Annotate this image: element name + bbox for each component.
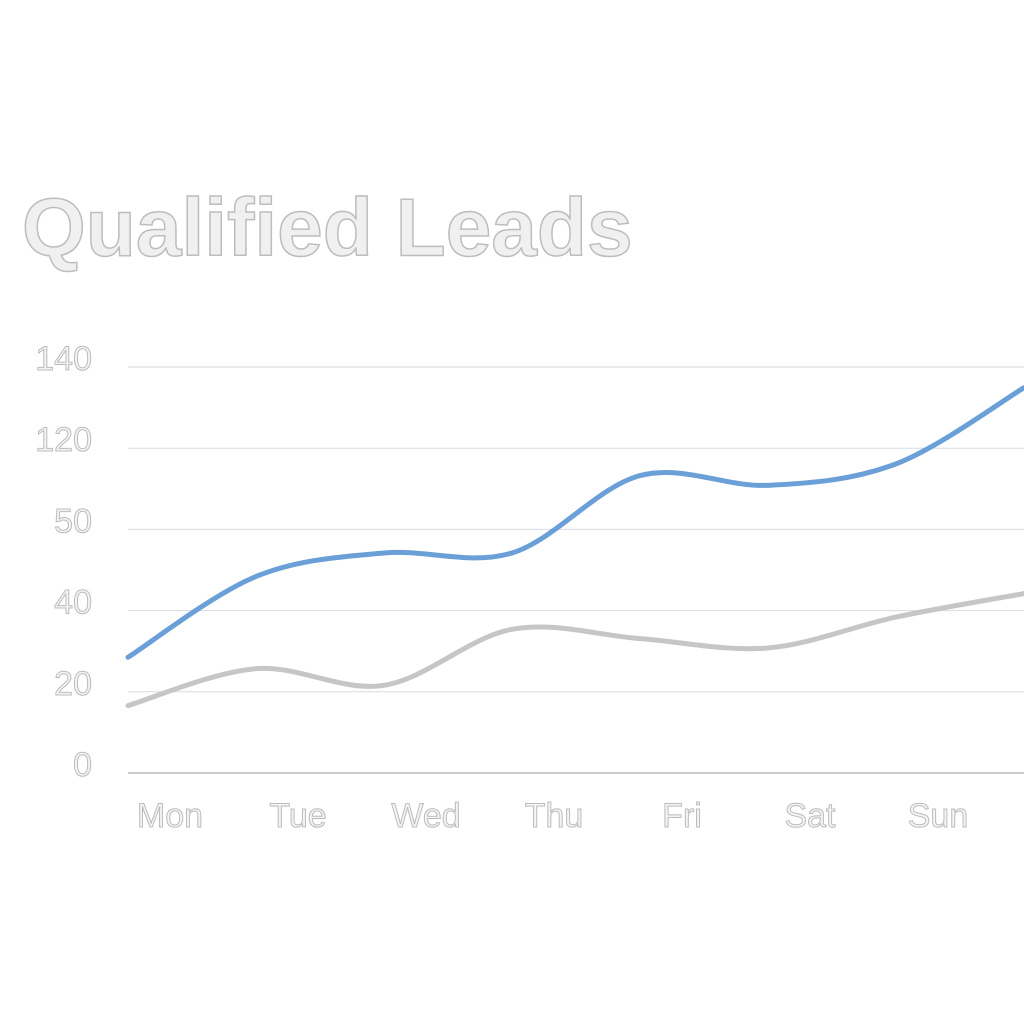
x-tick-label: Sat xyxy=(784,797,836,835)
series-line xyxy=(125,385,1024,660)
series-line xyxy=(125,591,1024,709)
y-tick-label: 50 xyxy=(54,502,92,540)
x-tick-label: Tue xyxy=(269,797,326,835)
y-tick-label: 120 xyxy=(35,421,92,459)
x-tick-label: Thu xyxy=(525,797,584,835)
x-tick-label: Wed xyxy=(391,797,460,835)
y-tick-label: 0 xyxy=(73,746,92,784)
y-tick-label: 20 xyxy=(54,665,92,703)
x-tick-label: Fri xyxy=(662,797,702,835)
y-tick-label: 40 xyxy=(54,584,92,622)
x-tick-label: Mon xyxy=(137,797,203,835)
y-tick-label: 140 xyxy=(35,340,92,378)
chart-title: Qualified Leads xyxy=(22,183,633,274)
x-tick-label: Sun xyxy=(908,797,969,835)
